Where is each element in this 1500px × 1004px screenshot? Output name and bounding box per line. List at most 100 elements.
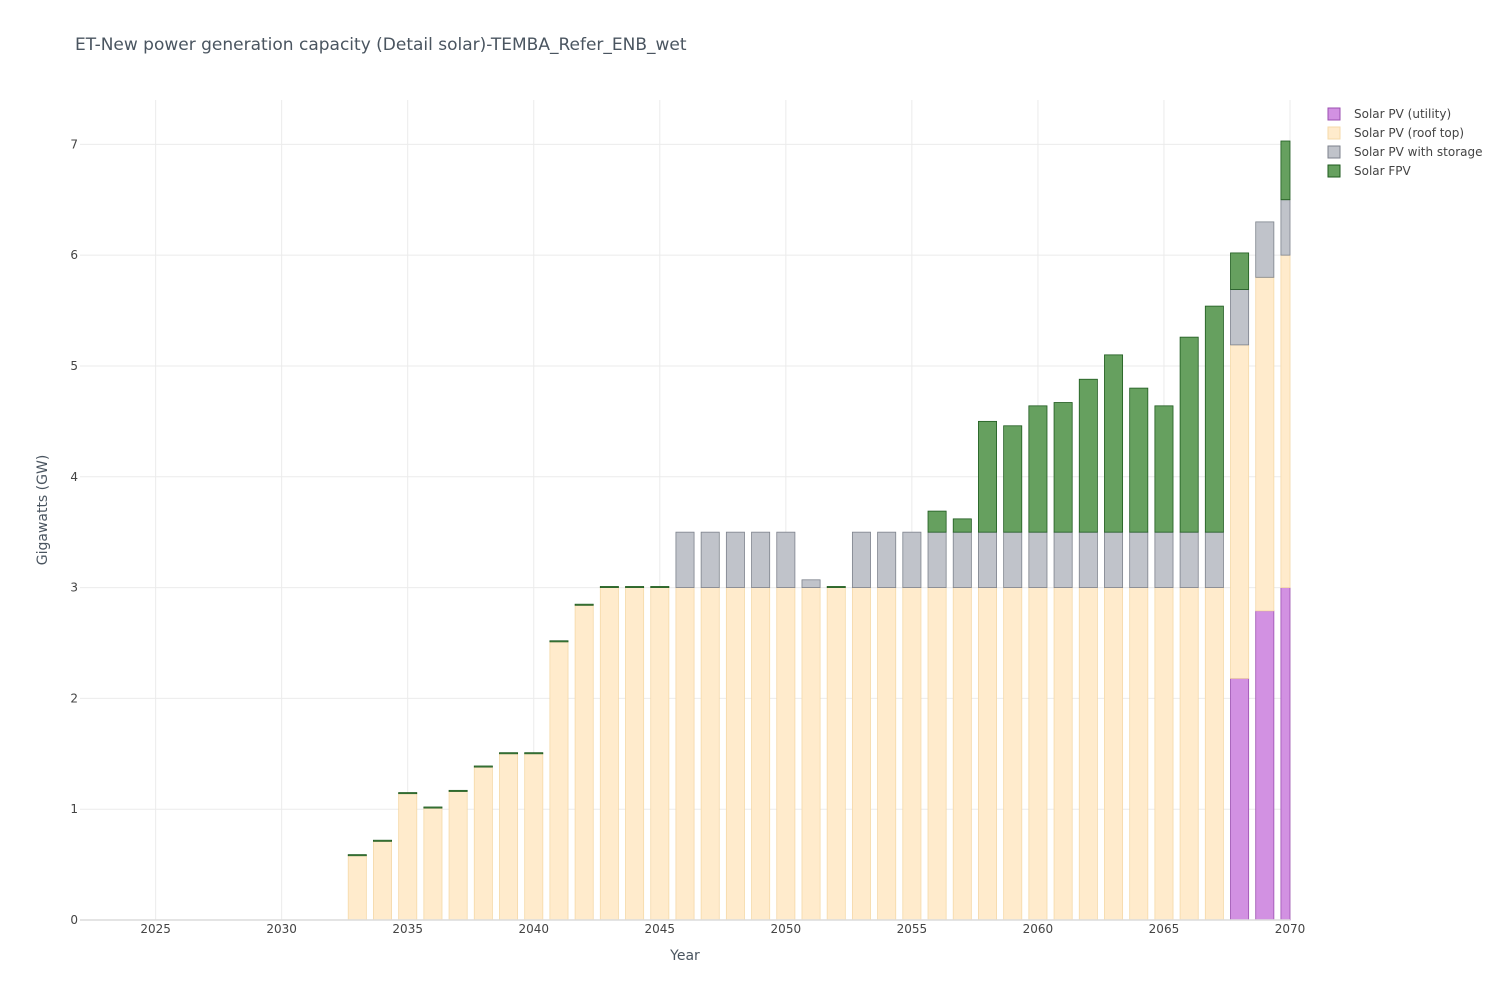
bar-segment[interactable]	[852, 532, 870, 587]
bar-segment[interactable]	[1029, 588, 1047, 920]
bar-segment[interactable]	[575, 604, 593, 605]
bar-segment[interactable]	[953, 532, 971, 587]
bar-segment[interactable]	[701, 588, 719, 920]
bar-segment[interactable]	[802, 580, 820, 588]
bar-segment[interactable]	[903, 532, 921, 587]
bar-segment[interactable]	[1205, 532, 1223, 587]
bar-segment[interactable]	[827, 586, 845, 587]
bar-segment[interactable]	[1281, 588, 1290, 920]
bar-segment[interactable]	[1029, 406, 1047, 532]
bar-segment[interactable]	[575, 605, 593, 920]
bar-segment[interactable]	[1231, 678, 1249, 920]
bar-segment[interactable]	[1079, 588, 1097, 920]
bar-segment[interactable]	[752, 588, 770, 920]
bar-segment[interactable]	[878, 588, 896, 920]
bar-segment[interactable]	[978, 421, 996, 532]
bar-segment[interactable]	[651, 586, 669, 587]
bar-segment[interactable]	[1104, 532, 1122, 587]
bar-segment[interactable]	[953, 519, 971, 532]
bar-segment[interactable]	[424, 808, 442, 920]
bar-segment[interactable]	[1054, 532, 1072, 587]
bar-segment[interactable]	[1155, 406, 1173, 532]
bar-segment[interactable]	[424, 807, 442, 808]
bar-segment[interactable]	[1004, 426, 1022, 532]
legend-label[interactable]: Solar PV with storage	[1354, 145, 1483, 159]
bar-segment[interactable]	[1079, 532, 1097, 587]
legend-swatch[interactable]	[1328, 146, 1340, 158]
bar-segment[interactable]	[1256, 611, 1274, 920]
bar-segment[interactable]	[474, 766, 492, 767]
bar-segment[interactable]	[953, 588, 971, 920]
bar-segment[interactable]	[1104, 355, 1122, 532]
bar-segment[interactable]	[726, 588, 744, 920]
bar-segment[interactable]	[903, 588, 921, 920]
bar-segment[interactable]	[676, 588, 694, 920]
bar-segment[interactable]	[1180, 532, 1198, 587]
bar-segment[interactable]	[1231, 253, 1249, 290]
bar-segment[interactable]	[449, 791, 467, 920]
bar-segment[interactable]	[777, 588, 795, 920]
bar-segment[interactable]	[525, 753, 543, 754]
bar-segment[interactable]	[399, 794, 417, 920]
bar-segment[interactable]	[1079, 379, 1097, 532]
bar-segment[interactable]	[1180, 337, 1198, 532]
legend-swatch[interactable]	[1328, 127, 1340, 139]
bar-segment[interactable]	[1281, 200, 1290, 255]
legend-label[interactable]: Solar PV (utility)	[1354, 107, 1451, 121]
bar-segment[interactable]	[1231, 345, 1249, 679]
bar-segment[interactable]	[651, 588, 669, 920]
bar-segment[interactable]	[1281, 141, 1290, 200]
legend-swatch[interactable]	[1328, 108, 1340, 120]
bar-segment[interactable]	[348, 856, 366, 920]
bar-segment[interactable]	[1130, 388, 1148, 532]
bar-segment[interactable]	[399, 793, 417, 794]
bar-segment[interactable]	[626, 588, 644, 920]
legend[interactable]: Solar PV (utility) Solar PV (roof top) Sol…	[1328, 107, 1483, 178]
bar-segment[interactable]	[373, 841, 391, 920]
bar-segment[interactable]	[676, 532, 694, 587]
bar-segment[interactable]	[373, 840, 391, 841]
bar-segment[interactable]	[852, 588, 870, 920]
bar-segment[interactable]	[928, 532, 946, 587]
bar-segment[interactable]	[1281, 255, 1290, 587]
bar-segment[interactable]	[802, 588, 820, 920]
bar-segment[interactable]	[777, 532, 795, 587]
bar-segment[interactable]	[928, 511, 946, 532]
bar-segment[interactable]	[525, 754, 543, 920]
bar-segment[interactable]	[1054, 403, 1072, 533]
bar-segment[interactable]	[550, 642, 568, 920]
bar-segment[interactable]	[1104, 588, 1122, 920]
bar-segment[interactable]	[1256, 277, 1274, 611]
bar-segment[interactable]	[1205, 306, 1223, 532]
bar-segment[interactable]	[449, 790, 467, 791]
bar-segment[interactable]	[978, 532, 996, 587]
bar-segment[interactable]	[928, 588, 946, 920]
bar-segment[interactable]	[1256, 222, 1274, 277]
bar-segment[interactable]	[878, 532, 896, 587]
bar-segment[interactable]	[600, 586, 618, 587]
bar-segment[interactable]	[1004, 532, 1022, 587]
bar-segment[interactable]	[1130, 532, 1148, 587]
bar-segment[interactable]	[726, 532, 744, 587]
bar-segment[interactable]	[1205, 588, 1223, 920]
bar-segment[interactable]	[348, 855, 366, 856]
bar-segment[interactable]	[600, 588, 618, 920]
bar-segment[interactable]	[626, 586, 644, 587]
bar-segment[interactable]	[701, 532, 719, 587]
bar-segment[interactable]	[1004, 588, 1022, 920]
legend-label[interactable]: Solar PV (roof top)	[1354, 126, 1464, 140]
bar-segment[interactable]	[752, 532, 770, 587]
legend-label[interactable]: Solar FPV	[1354, 164, 1412, 178]
bar-segment[interactable]	[474, 767, 492, 920]
bar-segment[interactable]	[1231, 289, 1249, 344]
bar-segment[interactable]	[499, 754, 517, 920]
bar-segment[interactable]	[827, 588, 845, 920]
bar-segment[interactable]	[1130, 588, 1148, 920]
legend-swatch[interactable]	[1328, 165, 1340, 177]
bar-segment[interactable]	[978, 588, 996, 920]
bar-segment[interactable]	[1155, 532, 1173, 587]
bar-segment[interactable]	[1029, 532, 1047, 587]
bar-segment[interactable]	[1155, 588, 1173, 920]
bar-segment[interactable]	[1054, 588, 1072, 920]
bar-segment[interactable]	[1180, 588, 1198, 920]
